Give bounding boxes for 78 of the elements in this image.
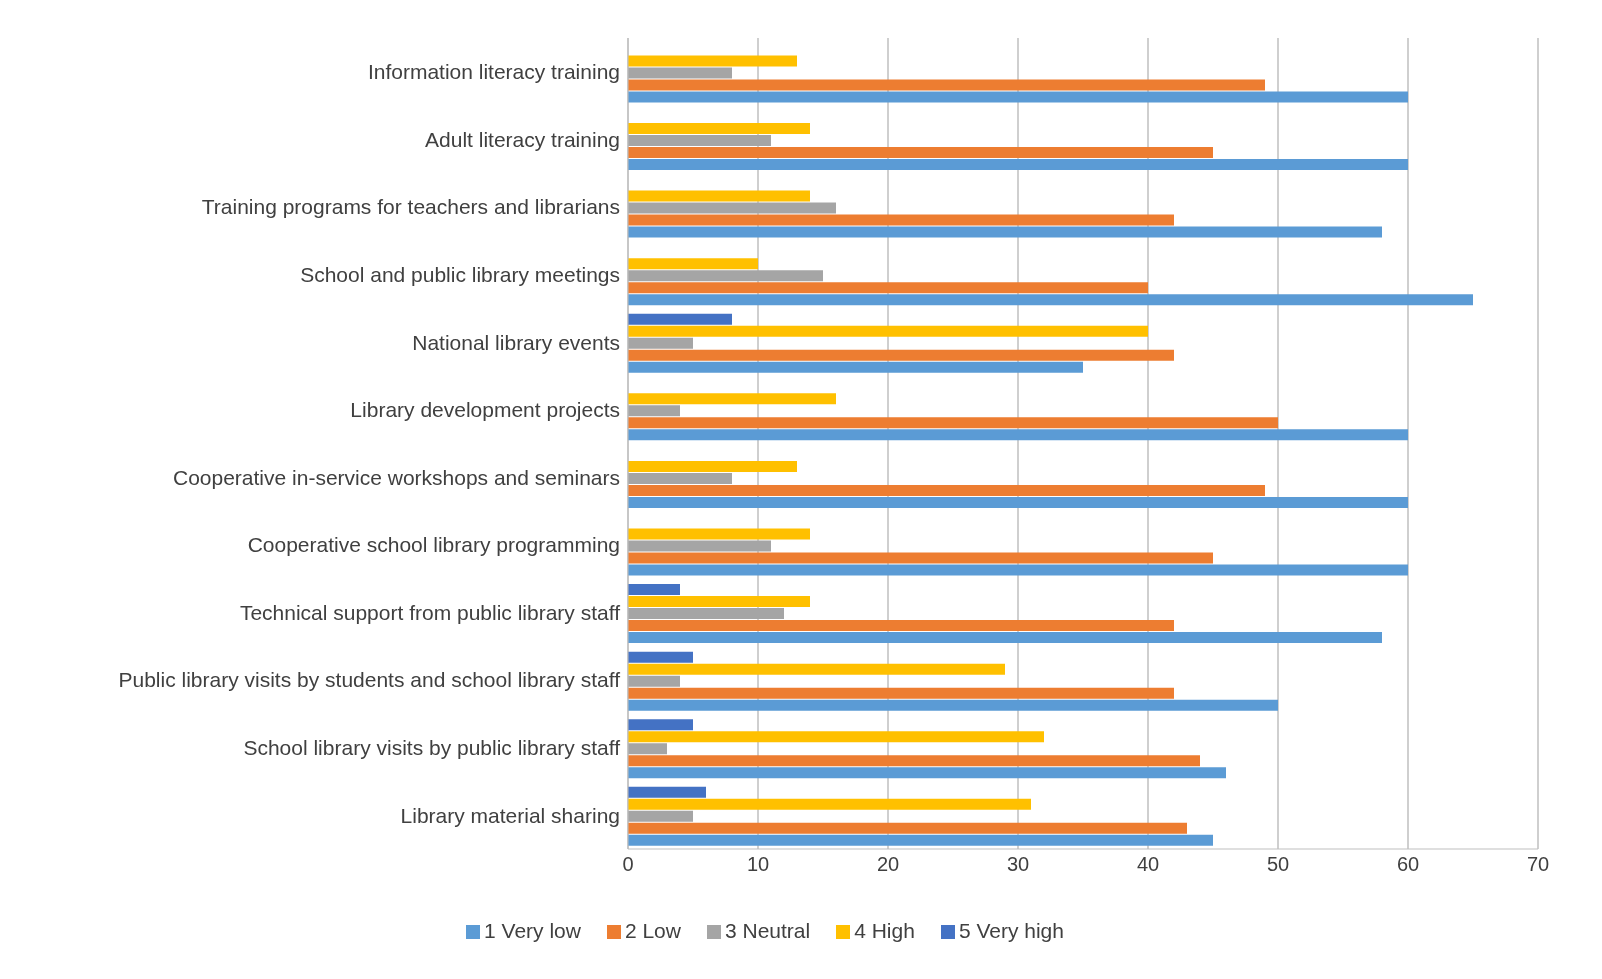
bar: [628, 460, 797, 472]
bar: [628, 822, 1187, 834]
bar: [628, 584, 680, 596]
legend-label: 2 Low: [624, 919, 681, 942]
y-tick-label: Cooperative school library programming: [247, 533, 620, 557]
y-tick-label: Training programs for teachers and librarians: [201, 195, 620, 219]
bar: [628, 122, 810, 134]
bar: [628, 349, 1174, 361]
bar: [628, 632, 1382, 644]
bar: [628, 540, 771, 552]
bar: [628, 405, 680, 417]
bar: [628, 687, 1174, 699]
bar: [628, 810, 693, 822]
y-tick-label: Adult literacy training: [425, 127, 620, 151]
bar: [628, 361, 1083, 373]
bar: [628, 79, 1265, 91]
x-tick-label: 10: [746, 853, 770, 876]
y-tick-label: Cooperative in-service workshops and seminars: [172, 465, 620, 489]
legend-label: 1 Very low: [484, 919, 581, 942]
bar: [628, 731, 1044, 743]
bar: [628, 258, 758, 270]
bar: [628, 294, 1473, 306]
bar: [628, 282, 1148, 294]
bar: [628, 496, 1408, 508]
y-tick-label: Library development projects: [350, 398, 620, 422]
bar: [628, 484, 1265, 496]
x-tick-label: 40: [1136, 853, 1160, 876]
bar: [628, 226, 1382, 238]
bar: [628, 146, 1213, 158]
bar: [628, 393, 836, 405]
bar: [628, 608, 784, 620]
legend-label: 3 Neutral: [724, 919, 811, 942]
bar: [628, 202, 836, 214]
y-tick-label: Public library visits by students and school library staff: [118, 668, 621, 692]
y-tick-label: Technical support from public library staff: [239, 600, 621, 624]
x-tick-label: 30: [1006, 853, 1030, 876]
bar: [628, 755, 1200, 767]
y-tick-label: National library events: [412, 330, 620, 354]
bar: [628, 719, 693, 731]
y-tick-label: School library visits by public library staff: [243, 736, 621, 760]
bar: [628, 190, 810, 202]
bar: [628, 675, 680, 687]
bar: [628, 472, 732, 484]
bar: [628, 767, 1226, 779]
bar: [628, 620, 1174, 632]
bar: [628, 417, 1278, 429]
bar: [628, 214, 1174, 226]
x-tick-label: 20: [876, 853, 900, 876]
bar: [628, 552, 1213, 564]
bar: [628, 528, 810, 540]
legend-label: 4 High: [854, 919, 915, 942]
bar: [628, 786, 706, 798]
y-tick-label: School and public library meetings: [300, 263, 620, 286]
x-tick-label: 60: [1396, 853, 1420, 876]
x-tick-label: 0: [622, 853, 634, 876]
bar: [628, 564, 1408, 576]
bar: [628, 134, 771, 146]
bar: [628, 663, 1005, 675]
bar: [628, 158, 1408, 170]
bar: [628, 337, 693, 349]
bar: [628, 55, 797, 67]
bar: [628, 834, 1213, 846]
bar: [628, 325, 1148, 337]
y-tick-label: Library material sharing: [400, 803, 620, 827]
bar: [628, 743, 667, 755]
bar: [628, 91, 1408, 103]
bar: [628, 596, 810, 608]
x-tick-label: 50: [1266, 853, 1290, 876]
bar: [628, 313, 732, 325]
bar: [628, 270, 823, 282]
bar: [628, 429, 1408, 441]
bar: [628, 798, 1031, 810]
bar: [628, 651, 693, 663]
bar: [628, 699, 1278, 711]
y-tick-label: Information literacy training: [367, 60, 620, 84]
legend-label: 5 Very high: [958, 919, 1064, 942]
x-tick-label: 70: [1526, 853, 1550, 876]
bar: [628, 67, 732, 79]
